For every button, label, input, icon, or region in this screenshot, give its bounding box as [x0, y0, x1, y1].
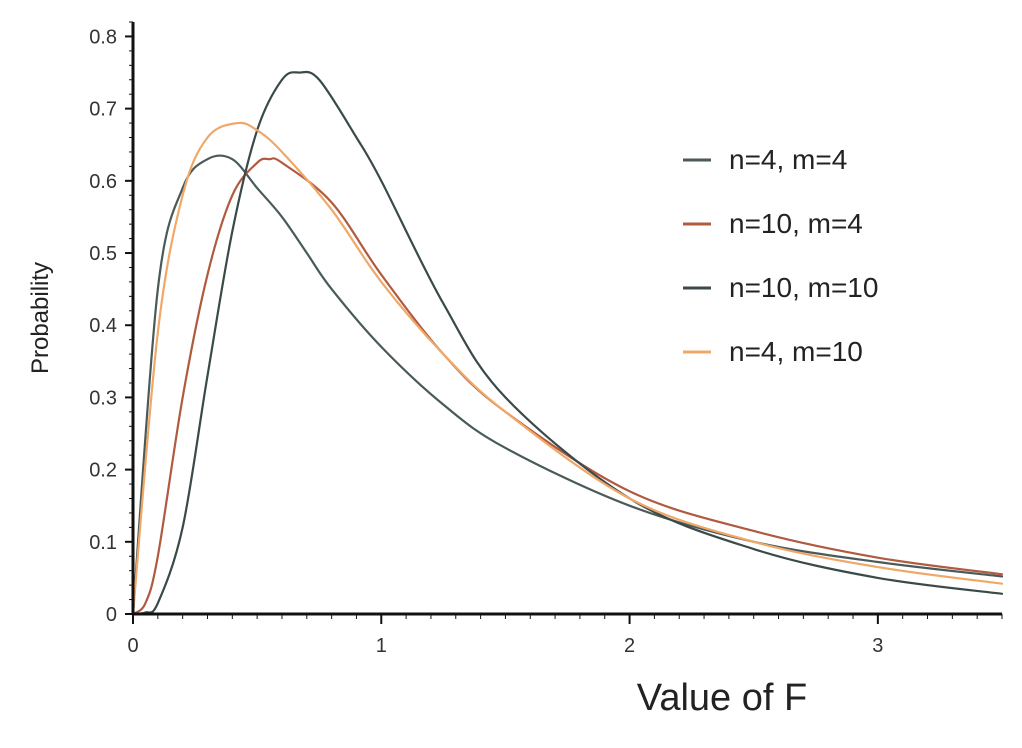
- y-tick-label: 0.7: [89, 99, 117, 121]
- axis-ticks: 0 0.1 0.2 0.3 0.4 0.5 0.6 0.7 0.8 0 1 2 3: [89, 21, 1003, 657]
- y-tick-label: 0.5: [89, 243, 117, 265]
- x-tick-label: 1: [376, 635, 387, 657]
- legend-label: n=4, m=4: [729, 144, 847, 175]
- series-line-3: [131, 70, 1004, 616]
- series-line-4: [131, 121, 1004, 616]
- legend-label: n=10, m=10: [729, 272, 878, 303]
- y-tick-label: 0.1: [89, 532, 117, 554]
- y-tick-label: 0.2: [89, 460, 117, 482]
- series-group: [131, 70, 1004, 616]
- x-tick-label: 0: [127, 635, 138, 657]
- y-tick-label: 0.6: [89, 171, 117, 193]
- x-tick-label: 3: [872, 635, 883, 657]
- legend-label: n=10, m=4: [729, 208, 863, 239]
- series-line-1: [131, 154, 1004, 616]
- axes: [131, 22, 1002, 616]
- legend-label: n=4, m=10: [729, 336, 863, 367]
- legend: n=4, m=4 n=10, m=4 n=10, m=10 n=4, m=10: [683, 144, 878, 367]
- y-axis-title: Probability: [27, 262, 54, 374]
- x-axis-title: Value of F: [637, 677, 807, 719]
- x-tick-label: 2: [624, 635, 635, 657]
- y-tick-label: 0.3: [89, 387, 117, 409]
- series-line-2: [131, 157, 1004, 616]
- y-tick-label: 0.4: [89, 315, 117, 337]
- y-tick-label: 0.8: [89, 26, 117, 48]
- y-tick-label: 0: [106, 604, 117, 626]
